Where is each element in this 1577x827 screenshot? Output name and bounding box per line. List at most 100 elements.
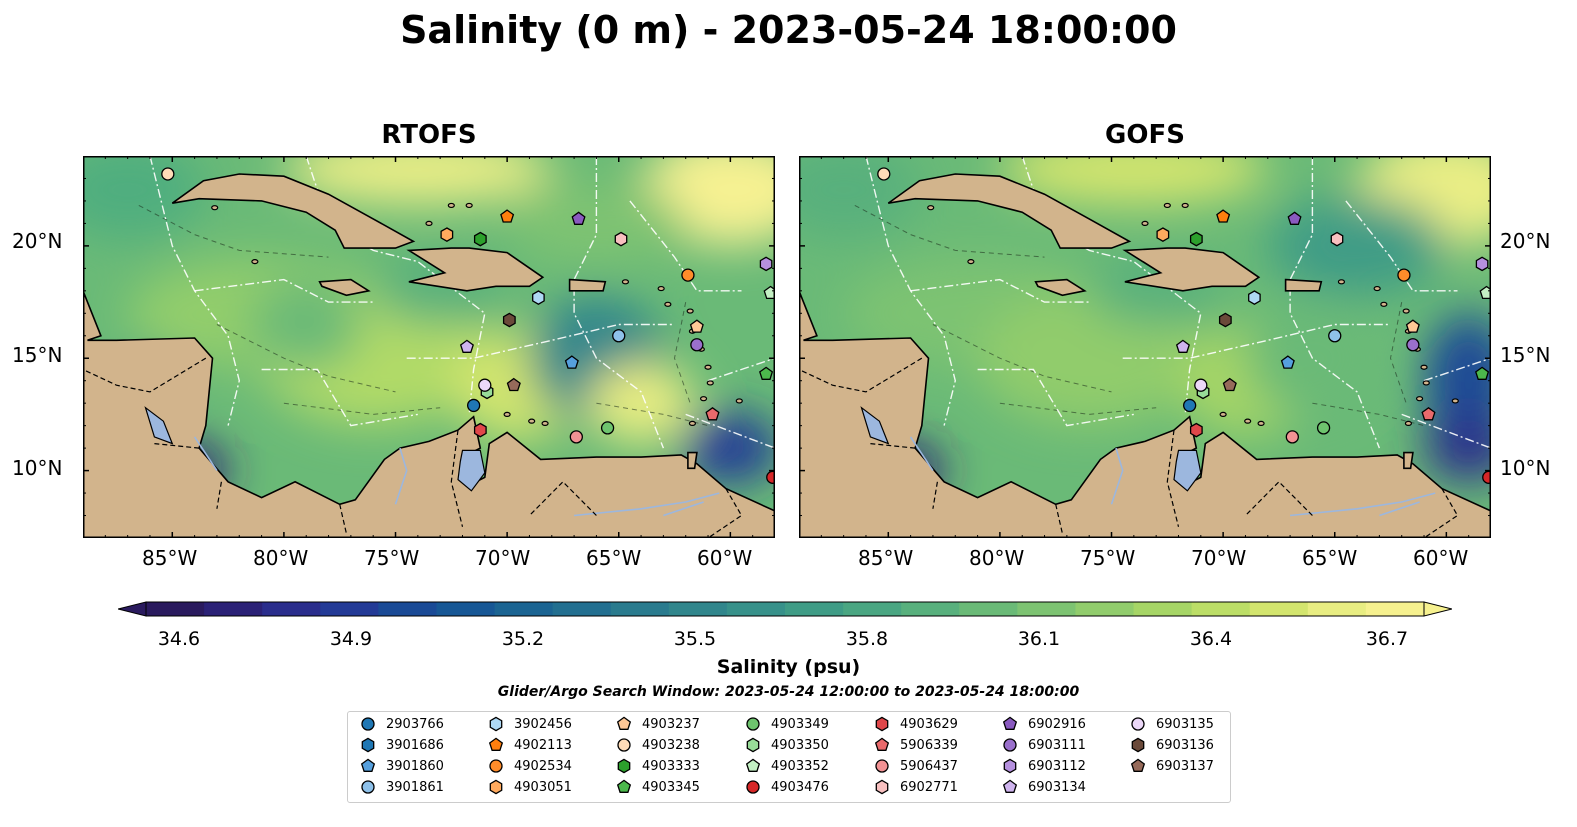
colorbar-label: Salinity (psu) [716, 656, 861, 678]
float-marker [1218, 312, 1232, 328]
legend-item: 6903137 [1130, 757, 1214, 775]
colorbar-bin [785, 602, 844, 616]
legend-label: 5906339 [900, 737, 958, 753]
land [1403, 451, 1414, 470]
float-marker [1287, 211, 1302, 225]
colorbar-bin [668, 602, 728, 616]
colorbar-bin [901, 602, 960, 616]
legend-marker [875, 759, 889, 773]
float-marker [1189, 422, 1203, 438]
lon-tick: 85°W [858, 546, 914, 570]
legend-marker [746, 737, 760, 753]
float-marker [466, 398, 481, 413]
float-marker [564, 355, 579, 369]
float-marker [1421, 406, 1436, 421]
legend-marker [361, 717, 375, 731]
legend-marker [746, 717, 760, 731]
float-marker [569, 430, 583, 444]
legend-item: 5906339 [874, 736, 958, 754]
land [887, 173, 1132, 249]
colorbar-bin [610, 602, 670, 616]
legend-label: 5906437 [900, 758, 958, 774]
float-marker [473, 422, 487, 438]
lon-tick: 75°W [1080, 546, 1136, 570]
legend-marker [875, 779, 889, 795]
legend-item: 3901860 [360, 757, 444, 775]
legend-marker [361, 780, 375, 794]
legend-marker [875, 716, 889, 732]
colorbar-bin [726, 602, 786, 616]
colorbar-bin [1017, 602, 1077, 616]
legend-item: 3901686 [360, 736, 444, 754]
float-marker [1156, 227, 1170, 242]
gofs-map-canvas [799, 156, 1491, 538]
legend-item: 4903629 [874, 715, 958, 733]
colorbar-tick: 34.9 [329, 628, 373, 650]
float-marker [1182, 398, 1197, 413]
legend-marker [361, 737, 375, 753]
float-marker [1216, 209, 1231, 223]
legend-item: 6902916 [1002, 715, 1086, 733]
colorbar-bin [494, 602, 554, 616]
panel-title-rtofs: RTOFS [381, 120, 477, 150]
legend-label: 4903333 [642, 758, 700, 774]
float-marker [600, 421, 615, 435]
colorbar-bin [1191, 602, 1251, 616]
land [568, 278, 607, 292]
float-marker [1475, 256, 1489, 272]
legend-item: 6902771 [874, 778, 958, 796]
colorbar-bin [378, 602, 438, 616]
float-marker [877, 167, 891, 181]
legend-label: 6903112 [1028, 758, 1086, 774]
land [1284, 278, 1323, 292]
lat-tick-left: 15°N [12, 343, 63, 367]
legend-marker [1002, 779, 1018, 793]
lat-tick-right: 10°N [1500, 456, 1551, 480]
float-marker [440, 227, 454, 242]
legend-item: 3901861 [360, 778, 444, 796]
float-marker [612, 329, 626, 343]
colorbar-scale [117, 601, 1453, 617]
float-legend: 2903766 3901686 3901860 3901861 3902456 49021… [347, 711, 1231, 803]
colorbar-bin [959, 602, 1018, 616]
legend-marker [1003, 758, 1017, 774]
legend-marker [489, 759, 503, 773]
colorbar-bin [1133, 602, 1193, 616]
float-marker [1328, 329, 1342, 343]
colorbar-tick: 36.1 [1017, 628, 1061, 650]
legend-label: 3901861 [386, 779, 444, 795]
legend-item: 4902534 [488, 757, 572, 775]
lat-tick-right: 15°N [1500, 343, 1551, 367]
legend-marker [1002, 716, 1018, 730]
legend-item: 4903349 [745, 715, 829, 733]
legend-label: 6903134 [1028, 779, 1086, 795]
legend-marker [360, 758, 376, 772]
colorbar-bin [1075, 602, 1135, 616]
legend-label: 4902113 [514, 737, 572, 753]
land [1034, 278, 1087, 297]
legend-marker [488, 737, 504, 751]
legend-marker [617, 738, 631, 752]
lon-tick: 75°W [364, 546, 420, 570]
legend-item: 6903111 [1002, 736, 1086, 754]
legend-item: 4903476 [745, 778, 829, 796]
legend-item: 4903350 [745, 736, 829, 754]
float-marker [759, 366, 774, 380]
float-marker [502, 312, 516, 328]
float-marker [1406, 338, 1420, 352]
float-marker [1330, 231, 1344, 247]
legend-label: 4903051 [514, 779, 572, 795]
legend-item: 4903238 [616, 736, 700, 754]
lon-tick: 70°W [475, 546, 531, 570]
legend-item: 4903051 [488, 778, 572, 796]
float-marker [690, 338, 704, 352]
legend-label: 6902916 [1028, 716, 1086, 732]
lon-tick: 65°W [1302, 546, 1358, 570]
legend-marker [489, 716, 503, 732]
rtofs-map-canvas [83, 156, 775, 538]
panel-title-gofs: GOFS [1105, 120, 1185, 150]
legend-label: 6903137 [1156, 758, 1214, 774]
float-marker [1222, 377, 1237, 392]
colorbar-tick: 36.7 [1365, 628, 1409, 650]
float-marker [1405, 319, 1420, 333]
